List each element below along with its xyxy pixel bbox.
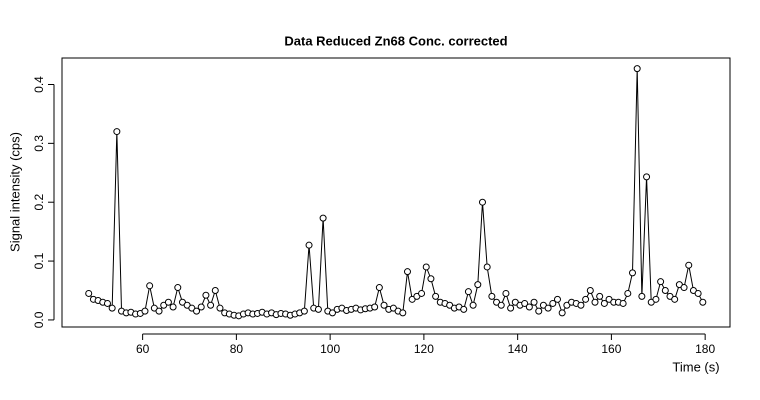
data-point [300, 307, 308, 315]
data-point [478, 198, 486, 206]
data-point [558, 309, 566, 317]
y-tick-label: 0.3 [32, 135, 46, 152]
data-point [535, 307, 543, 315]
y-tick-label: 0.4 [32, 76, 46, 93]
data-point [427, 275, 435, 283]
data-point [591, 298, 599, 306]
data-point [544, 304, 552, 312]
data-point [596, 292, 604, 300]
data-point [483, 263, 491, 271]
x-tick-label: 80 [230, 342, 244, 356]
data-point [657, 278, 665, 286]
data-point [164, 298, 172, 306]
data-point [371, 303, 379, 311]
data-point [469, 301, 477, 309]
data-point [202, 291, 210, 299]
data-point [141, 307, 149, 315]
data-point [502, 289, 510, 297]
data-point [553, 295, 561, 303]
data-point [375, 284, 383, 292]
data-point [582, 295, 590, 303]
data-point [661, 287, 669, 295]
data-point [685, 261, 693, 269]
data-point [418, 289, 426, 297]
data-point [474, 281, 482, 289]
x-tick-label: 160 [601, 342, 621, 356]
data-point [314, 305, 322, 313]
data-point [633, 65, 641, 73]
data-point [488, 292, 496, 300]
y-tick-label: 0.0 [32, 311, 46, 328]
data-point [319, 214, 327, 222]
data-point [108, 304, 116, 312]
data-point [680, 284, 688, 292]
data-point [211, 287, 219, 295]
data-point [207, 301, 215, 309]
y-tick-label: 0.1 [32, 252, 46, 269]
data-point [460, 305, 468, 313]
x-axis-label: Time (s) [672, 359, 719, 374]
data-point [521, 299, 529, 307]
x-tick-label: 120 [414, 342, 434, 356]
data-point [628, 269, 636, 277]
x-tick-label: 180 [695, 342, 715, 356]
data-point [497, 301, 505, 309]
data-point [399, 309, 407, 317]
x-tick-label: 100 [320, 342, 340, 356]
data-point [638, 292, 646, 300]
y-axis-label: Signal intensity (cps) [7, 132, 22, 252]
data-point [525, 303, 533, 311]
data-point [530, 298, 538, 306]
data-point [174, 284, 182, 292]
data-line [88, 68, 704, 317]
data-point [422, 263, 430, 271]
data-point [699, 298, 707, 306]
plot-box [61, 57, 731, 328]
data-point [586, 287, 594, 295]
data-point [197, 303, 205, 311]
data-point [600, 299, 608, 307]
data-point [652, 295, 660, 303]
data-point [169, 303, 177, 311]
data-point [328, 309, 336, 317]
data-point [549, 299, 557, 307]
x-tick-label: 60 [136, 342, 150, 356]
data-point [694, 289, 702, 297]
data-point [507, 304, 515, 312]
data-point [305, 241, 313, 249]
data-point [671, 295, 679, 303]
data-point [624, 289, 632, 297]
y-tick-label: 0.2 [32, 194, 46, 211]
chart-title: Data Reduced Zn68 Conc. corrected [284, 33, 507, 48]
data-point [113, 128, 121, 136]
data-point [85, 289, 93, 297]
data-point [432, 292, 440, 300]
x-tick-label: 140 [508, 342, 528, 356]
data-point [619, 299, 627, 307]
data-point [380, 301, 388, 309]
data-point [216, 304, 224, 312]
data-point [464, 288, 472, 296]
data-point [146, 282, 154, 290]
data-point [155, 307, 163, 315]
data-point [103, 299, 111, 307]
data-point [403, 268, 411, 276]
data-point [643, 173, 651, 181]
data-point [577, 301, 585, 309]
data-point [193, 307, 201, 315]
